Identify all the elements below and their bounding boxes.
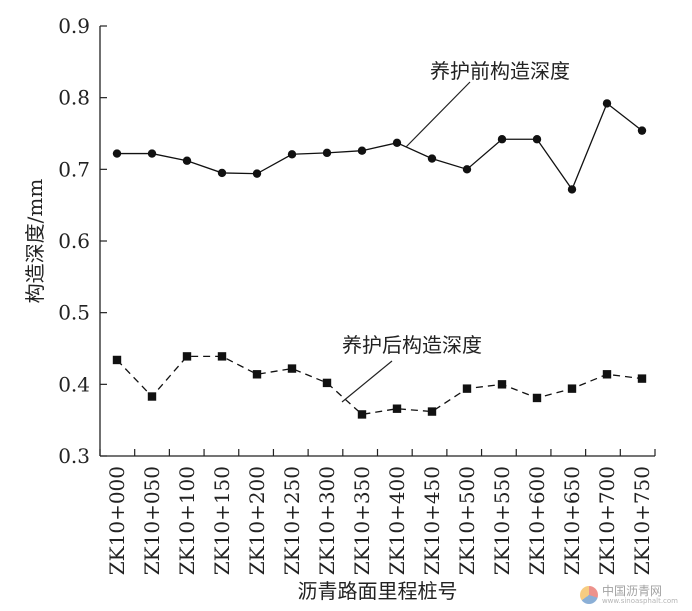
y-tick-label: 0.4 [58, 372, 90, 396]
data-point-after [637, 374, 647, 383]
y-tick-label: 0.8 [58, 86, 90, 110]
x-tick-label: ZK10+750 [630, 466, 654, 575]
x-tick-label: ZK10+500 [455, 466, 479, 575]
data-point-before [497, 135, 507, 144]
y-ticks: 0.3 0.4 0.5 0.6 0.7 0.8 0.9 [58, 14, 107, 468]
data-point-before [287, 150, 297, 159]
annotation-after: 养护后构造深度 [342, 333, 482, 357]
y-tick-label: 0.9 [58, 14, 90, 38]
y-tick-label: 0.5 [58, 301, 90, 325]
series-line-after [116, 355, 643, 416]
x-tick-label: ZK10+400 [385, 466, 409, 575]
data-point-before [427, 154, 437, 163]
x-tick-label: ZK10+250 [280, 466, 304, 575]
data-point-before [147, 149, 157, 158]
data-point-before [252, 169, 262, 178]
data-point-before [532, 135, 542, 144]
annotation-before: 养护前构造深度 [430, 59, 570, 83]
watermark-logo-icon [579, 586, 598, 604]
x-tick-label: ZK10+550 [490, 466, 514, 575]
x-ticks: ZK10+000 ZK10+050 ZK10+100 ZK10+150 ZK10+200… [99, 449, 656, 575]
data-point-before [392, 138, 402, 148]
data-point-after [497, 380, 507, 389]
chart-series [112, 99, 647, 419]
x-tick-label: ZK10+450 [420, 466, 444, 575]
x-tick-label: ZK10+700 [595, 466, 619, 575]
data-point-before [567, 185, 577, 194]
x-tick-label: ZK10+350 [350, 466, 374, 575]
data-point-after [112, 355, 122, 365]
data-point-after [217, 352, 227, 361]
data-point-after [147, 392, 157, 401]
x-tick-label: ZK10+000 [105, 466, 129, 575]
x-tick-label: ZK10+200 [245, 466, 269, 575]
data-point-before [217, 168, 227, 178]
watermark: 中国沥青网 www.sinoasphalt.com [579, 584, 678, 605]
data-point-after [287, 364, 297, 373]
y-tick-label: 0.3 [58, 444, 90, 468]
y-tick-label: 0.7 [58, 157, 90, 181]
data-point-before [112, 149, 122, 158]
data-point-after [462, 384, 472, 393]
data-point-before [322, 148, 332, 158]
x-tick-label: ZK10+600 [525, 466, 549, 575]
x-tick-label: ZK10+150 [210, 466, 234, 575]
data-point-before [602, 99, 612, 108]
data-point-before [182, 156, 192, 165]
data-point-after [182, 352, 192, 361]
watermark-url: www.sinoasphalt.com [601, 597, 678, 605]
annotation-leader-before [405, 81, 471, 148]
data-point-after [427, 407, 437, 416]
data-point-before [462, 165, 472, 174]
x-tick-label: ZK10+300 [315, 466, 339, 575]
data-point-after [322, 378, 332, 388]
series-line-before [117, 102, 643, 191]
data-point-after [392, 404, 402, 413]
data-point-before [357, 146, 367, 155]
x-tick-label: ZK10+100 [175, 466, 199, 575]
data-point-after [567, 384, 577, 393]
x-axis-title: 沥青路面里程桩号 [298, 579, 458, 603]
data-point-after [252, 370, 262, 379]
x-tick-label: ZK10+050 [140, 466, 164, 575]
data-point-after [532, 393, 542, 403]
data-point-after [602, 370, 612, 379]
y-tick-label: 0.6 [58, 229, 90, 253]
watermark-name: 中国沥青网 [601, 584, 662, 598]
y-axis-title: 构造深度/mm [23, 179, 47, 304]
data-point-before [637, 126, 647, 135]
annotation-leader-after [341, 360, 393, 403]
x-tick-label: ZK10+650 [560, 466, 584, 575]
data-point-after [357, 410, 367, 419]
